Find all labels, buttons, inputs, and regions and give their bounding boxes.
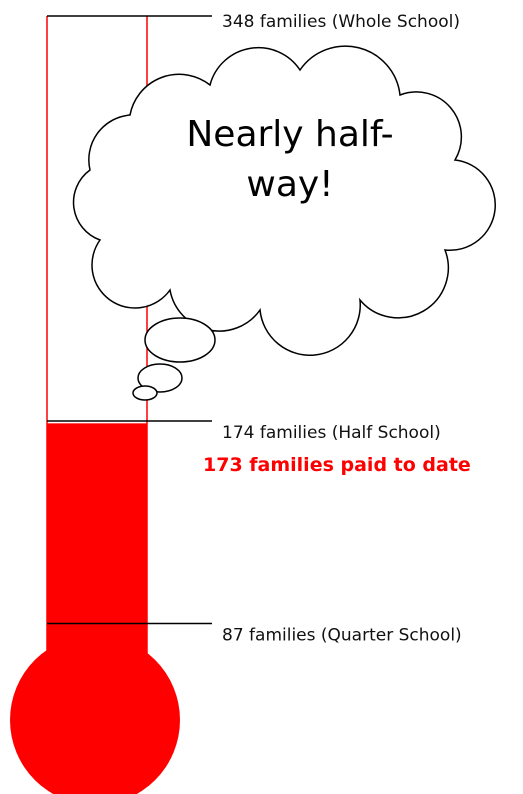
- thought-bubble: [145, 318, 215, 362]
- bulb: [10, 635, 180, 794]
- thought-bubble: [133, 386, 157, 400]
- y-tick-label: 348 families (Whole School): [222, 12, 460, 32]
- annotation-box: Nearly half-way!: [180, 110, 400, 240]
- chart: Nearly half-way! 173 families paid to da…: [0, 0, 523, 794]
- cloud: Nearly half-way!: [74, 46, 496, 400]
- y-tick-label: 174 families (Half School): [222, 423, 441, 443]
- y-tick-label: 87 families (Quarter School): [222, 626, 462, 646]
- annotation: Nearly half-way!: [180, 110, 400, 211]
- value-label: 173 families paid to date: [203, 454, 471, 476]
